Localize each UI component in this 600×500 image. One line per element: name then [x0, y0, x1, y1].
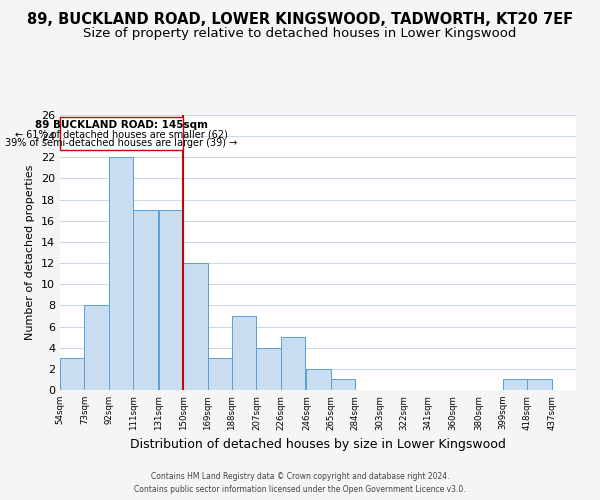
Text: 89 BUCKLAND ROAD: 145sqm: 89 BUCKLAND ROAD: 145sqm	[35, 120, 208, 130]
Text: 89, BUCKLAND ROAD, LOWER KINGSWOOD, TADWORTH, KT20 7EF: 89, BUCKLAND ROAD, LOWER KINGSWOOD, TADW…	[27, 12, 573, 28]
Bar	[281, 337, 305, 390]
Bar	[85, 306, 109, 390]
Bar	[256, 348, 281, 390]
Bar	[208, 358, 232, 390]
Bar	[307, 369, 331, 390]
FancyBboxPatch shape	[60, 117, 183, 150]
Text: ← 61% of detached houses are smaller (62): ← 61% of detached houses are smaller (62…	[15, 130, 228, 140]
Text: 39% of semi-detached houses are larger (39) →: 39% of semi-detached houses are larger (…	[5, 138, 238, 147]
Bar	[232, 316, 256, 390]
Bar	[133, 210, 158, 390]
Text: Contains HM Land Registry data © Crown copyright and database right 2024.: Contains HM Land Registry data © Crown c…	[151, 472, 449, 481]
Bar	[60, 358, 85, 390]
Y-axis label: Number of detached properties: Number of detached properties	[25, 165, 35, 340]
Bar	[183, 263, 208, 390]
Bar	[109, 158, 133, 390]
Bar	[159, 210, 183, 390]
Bar	[331, 380, 355, 390]
Bar	[527, 380, 551, 390]
X-axis label: Distribution of detached houses by size in Lower Kingswood: Distribution of detached houses by size …	[130, 438, 506, 451]
Text: Contains public sector information licensed under the Open Government Licence v3: Contains public sector information licen…	[134, 485, 466, 494]
Bar	[503, 380, 527, 390]
Text: Size of property relative to detached houses in Lower Kingswood: Size of property relative to detached ho…	[83, 28, 517, 40]
